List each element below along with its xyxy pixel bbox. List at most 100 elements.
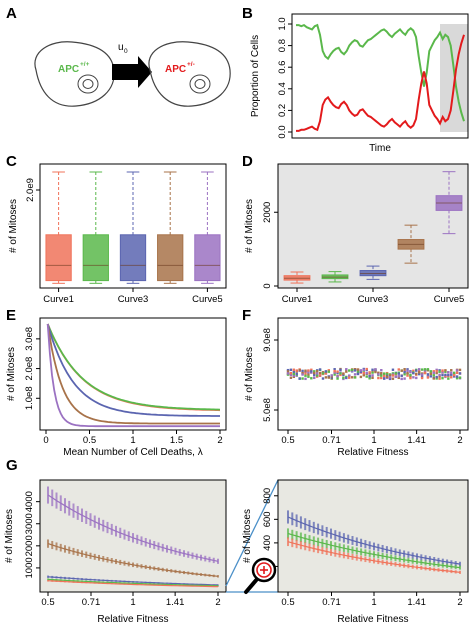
scatter-point [286,368,290,372]
series-bands [287,510,461,574]
y-tick-label: 0.6 [277,61,288,74]
scatter-point [318,374,322,377]
scatter-point [415,376,418,380]
scatter-point [429,372,433,376]
scatter-point [289,368,293,371]
scatter-point [359,375,363,379]
y-tick-label: 4000 [24,491,35,512]
series-line-1 [296,34,465,132]
scatter-point [423,371,427,375]
scatter-point [426,368,430,371]
scatter-point [377,376,380,380]
scatter-point [377,371,380,374]
plot-frame [277,163,469,289]
plot-frame [277,317,469,431]
panel-letter-g: G [6,457,18,474]
scatter-point [324,376,328,379]
scatter-point [441,371,444,374]
scatter-point [307,375,310,378]
scatter-point [420,375,424,378]
scatter-point [435,371,438,375]
scatter-point [327,376,331,379]
series-line [47,578,219,587]
scatter-point [444,373,447,377]
scatter-point [391,374,395,377]
scatter-point [397,375,400,378]
scatter-point [409,375,412,378]
scatter-point [359,369,363,372]
scatter-point [435,368,438,372]
box-body [157,234,184,282]
x-axis-label: Mean Number of Cell Deaths, λ [63,447,203,458]
x-tick-label: 2 [215,597,220,608]
scatter-point [417,371,421,374]
scatter-point [435,375,438,379]
scatter-point [371,368,374,371]
scatter-point [403,368,406,371]
series-line [287,516,461,565]
y-tick-label: 5.0e8 [262,398,273,422]
scatter-point [298,369,301,372]
x-tick-label: 1 [130,597,135,608]
panel-d-chart: 0 2000 # of Mitoses Curve1 Curve3 Curve5 [244,163,469,305]
x-ticks: Curve1 Curve3 Curve5 [282,288,464,305]
scatter-point [289,371,293,375]
y-tick-label: 1000 [24,557,35,578]
scatter-point [385,375,389,379]
x-tick-label: 1.41 [166,597,185,608]
scatter-point [333,371,336,374]
x-axis-label: Relative Fitness [97,614,168,625]
boxes [45,171,221,284]
scatter-point [415,372,418,376]
scatter-point [458,368,462,372]
scatter-point [455,377,459,380]
scatter-point [330,374,333,377]
scatter-point [388,377,392,381]
x-tick-label: 2 [217,435,222,446]
y-tick-label: 2000 [262,202,273,223]
x-tick-label: 0.71 [82,597,101,608]
y-tick-label: 0.0 [277,125,288,138]
scatter-point [406,369,409,373]
y-ticks: 5.0e8 9.0e8 [262,328,278,422]
scatter-point [438,373,441,377]
scatter-point [426,373,430,376]
scatter-point [368,371,371,374]
cell-right-label: APC [165,64,186,75]
scatter-point [368,374,371,378]
scatter-point [450,369,453,372]
box-1 [283,271,311,284]
scatter-point [403,377,406,380]
y-axis-label: # of Mitoses [6,347,17,401]
scatter-point [409,376,412,380]
scatter-point [292,375,296,379]
scatter-points [286,367,462,381]
scatter-point [406,368,409,371]
scatter-point [444,369,447,372]
scatter-point [388,376,392,379]
scatter-point [336,370,339,373]
y-axis-label: Proportion of Cells [250,35,261,117]
scatter-point [374,368,377,371]
panel-f-chart: 5.0e8 9.0e8 0.5 0.71 1 1.41 2 # of Mitoses Re… [244,317,469,458]
cell-left-label: APC [58,64,79,75]
x-ticks: Curve1 Curve3 Curve5 [43,288,223,305]
scatter-point [458,372,462,375]
scatter-point [336,375,339,378]
x-tick-label: 0 [43,435,48,446]
scatter-point [447,377,450,380]
box-2 [82,171,109,284]
scatter-point [333,369,336,373]
mutation-arrow-icon [112,56,152,88]
scatter-point [452,371,456,375]
scatter-point [438,369,441,372]
scatter-point [444,374,447,378]
box-3 [119,171,147,284]
x-axis-label: Relative Fitness [337,447,408,458]
series-lines [46,323,221,428]
scatter-point [313,376,316,380]
scatter-point [406,374,409,377]
scatter-point [450,371,453,375]
x-axis-label: Relative Fitness [337,614,408,625]
scatter-point [380,376,383,380]
